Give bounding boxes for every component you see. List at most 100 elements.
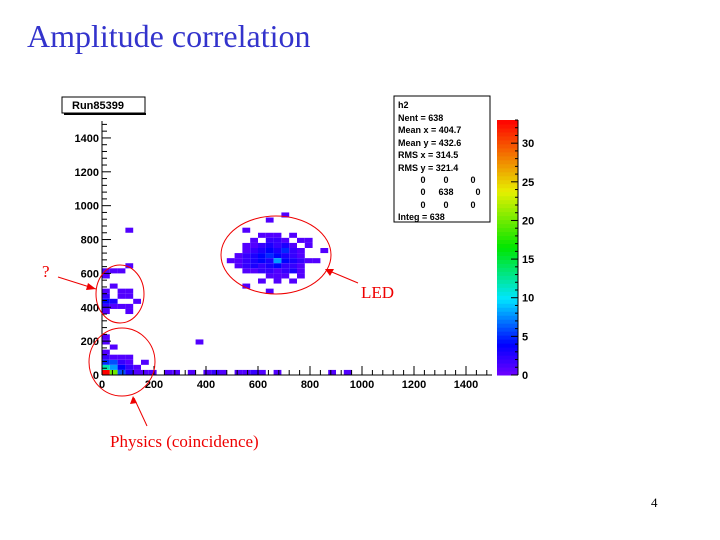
heatmap-cell [289, 263, 297, 269]
physics-label: Physics (coincidence) [110, 432, 259, 451]
heatmap-cell [304, 242, 313, 248]
heatmap-cell [281, 253, 290, 259]
palette-swatch [497, 323, 518, 328]
heatmap-cell [242, 268, 251, 274]
heatmap-cell [265, 253, 274, 259]
palette-swatch [497, 143, 518, 149]
heatmap-cell [258, 242, 266, 248]
heatmap-cell [289, 242, 297, 248]
heatmap-cell [102, 273, 110, 279]
heatmap-cell [265, 268, 274, 274]
palette-swatch [497, 239, 518, 245]
heatmap-cell [242, 283, 251, 289]
palette-swatch [497, 135, 518, 141]
heatmap-cell [304, 237, 313, 243]
heatmap-cell [226, 258, 235, 264]
palette-swatch [497, 139, 518, 145]
palette-swatch [497, 123, 518, 129]
chart-title: Run85399 [72, 100, 124, 112]
y-tick-label: 1400 [75, 133, 99, 145]
x-tick-label: 1200 [402, 379, 426, 391]
heatmap-cell [320, 248, 329, 254]
heatmap-cell [148, 369, 157, 375]
y-tick-label: 800 [81, 235, 99, 247]
heatmap-cell [117, 364, 126, 370]
palette-swatch [497, 315, 518, 320]
heatmap-cell [102, 308, 110, 315]
palette-swatch [497, 303, 518, 308]
heatmap-cell [258, 268, 266, 274]
palette-swatch [497, 219, 518, 225]
heatmap-cell [242, 263, 251, 269]
palette-swatch [497, 291, 518, 296]
palette-swatch [497, 155, 518, 161]
x-tick-label: 400 [197, 379, 215, 391]
heatmap-cell [117, 354, 126, 360]
heatmap-cell [141, 359, 149, 365]
heatmap-cell [172, 369, 180, 375]
x-tick-label: 0 [99, 379, 105, 391]
heatmap-cell [102, 354, 110, 360]
x-tick-label: 600 [249, 379, 267, 391]
stats-grid-cell: 0 [475, 187, 480, 197]
heatmap-cell [125, 308, 134, 315]
heatmap-cell [117, 359, 126, 365]
heatmap-cell [117, 293, 126, 299]
heatmap-cell [312, 258, 321, 264]
palette-swatch [497, 335, 518, 340]
palette-swatch [497, 271, 518, 276]
heatmap-cell [265, 258, 274, 264]
heatmap-cell [250, 258, 258, 264]
palette-swatch [497, 187, 518, 193]
heatmap-cell [125, 354, 134, 360]
palette-swatch [497, 255, 518, 260]
heatmap-cell [234, 369, 243, 375]
heatmap-cell [133, 298, 141, 304]
heatmap-cell [289, 248, 297, 254]
heatmap-cell [258, 253, 266, 259]
palette-swatch [497, 171, 518, 177]
heatmap-cell [297, 248, 305, 254]
heatmap-cell [273, 232, 282, 238]
heatmap-cell [304, 258, 313, 264]
palette-tick-label: 5 [522, 331, 528, 343]
heatmap-cell [117, 288, 126, 294]
heatmap-cell [281, 258, 290, 264]
question-cluster-ellipse [95, 264, 145, 324]
heatmap-cell [281, 242, 290, 248]
stats-grid-cell: 0 [470, 200, 475, 210]
y-tick-label: 0 [93, 370, 99, 382]
heatmap-cell [219, 369, 227, 375]
heatmap-cell [265, 232, 274, 238]
heatmap-cell [125, 293, 134, 299]
heatmap-cell [297, 263, 305, 269]
heatmap-cell [250, 237, 258, 243]
color-palette: 0 5 10 15 20 25 30 [497, 119, 534, 382]
palette-tick-label: 0 [522, 370, 528, 382]
heatmap-cell [125, 263, 134, 269]
heatmap-cell [273, 253, 282, 259]
palette-swatch [497, 359, 518, 364]
palette-swatch [497, 223, 518, 229]
heatmap-cell [258, 278, 266, 284]
heatmap-cell [281, 237, 290, 243]
stats-grid-cell: 0 [420, 200, 425, 210]
led-label: LED [361, 283, 395, 302]
heatmap-cell [203, 369, 212, 375]
palette-swatch [497, 159, 518, 165]
palette-swatch [497, 367, 518, 372]
x-tick-label: 200 [145, 379, 163, 391]
heatmap-cell [250, 242, 258, 248]
heatmap-cell [242, 242, 251, 248]
heatmap-cell [242, 369, 251, 375]
palette-swatch [497, 195, 518, 201]
x-tick-label: 800 [301, 379, 319, 391]
heatmap-cell [265, 248, 274, 254]
heatmap-cell [102, 364, 110, 370]
heatmap-cell [258, 232, 266, 238]
heatmap-cell [297, 268, 305, 274]
stats-grid-cell: 0 [420, 187, 425, 197]
heatmap-cell [125, 227, 134, 233]
